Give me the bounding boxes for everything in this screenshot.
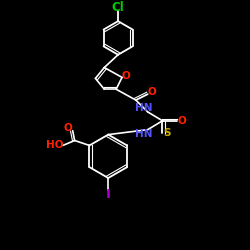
Text: HN: HN [135,103,152,113]
Text: Cl: Cl [112,1,124,14]
Text: HO: HO [46,140,64,150]
Text: O: O [63,123,72,133]
Text: S: S [164,128,171,138]
Text: I: I [106,188,111,201]
Text: O: O [122,72,130,82]
Text: O: O [178,116,186,126]
Text: HN: HN [135,128,152,138]
Text: O: O [147,87,156,97]
